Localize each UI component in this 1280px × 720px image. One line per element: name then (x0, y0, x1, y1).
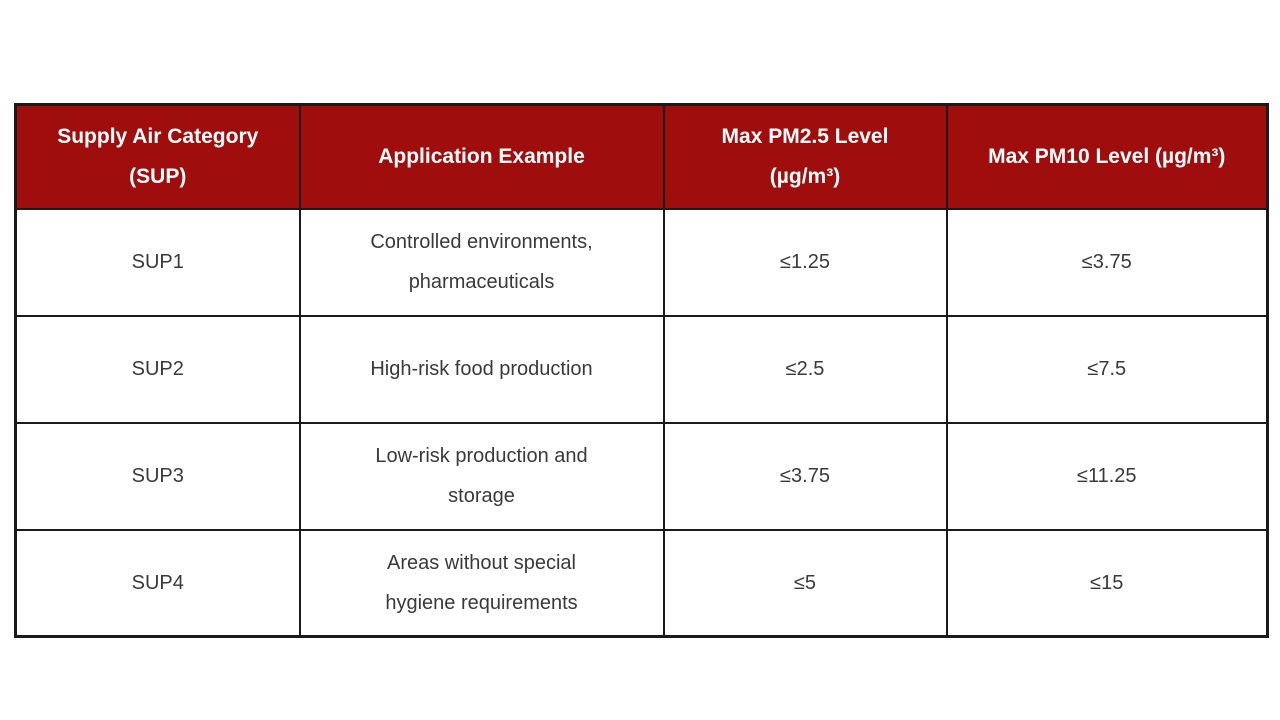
category-cell: SUP1 (14, 207, 301, 317)
pm10-cell: ≤11.25 (945, 421, 1269, 531)
pm25-cell: ≤3.75 (662, 421, 948, 531)
pm10-cell: ≤7.5 (945, 314, 1269, 424)
application-cell: Low-risk production and storage (298, 421, 665, 531)
pm10-cell: ≤15 (945, 528, 1269, 638)
pm10-cell: ≤3.75 (945, 207, 1269, 317)
header-application-example: Application Example (298, 103, 665, 210)
application-cell: Areas without special hygiene requiremen… (298, 528, 665, 638)
table-row-sup2: SUP2 High-risk food production ≤2.5 ≤7.5 (14, 314, 1269, 424)
application-cell: Controlled environments, pharmaceuticals (298, 207, 665, 317)
table-row-sup4: SUP4 Areas without special hygiene requi… (14, 528, 1269, 638)
table-row-sup3: SUP3 Low-risk production and storage ≤3.… (14, 421, 1269, 531)
application-cell: High-risk food production (298, 314, 665, 424)
supply-air-category-table: Supply Air Category (SUP) Application Ex… (14, 103, 1269, 638)
category-cell: SUP3 (14, 421, 301, 531)
pm25-cell: ≤1.25 (662, 207, 948, 317)
pm25-cell: ≤2.5 (662, 314, 948, 424)
category-cell: SUP2 (14, 314, 301, 424)
header-max-pm25-level: Max PM2.5 Level (µg/m³) (662, 103, 948, 210)
category-cell: SUP4 (14, 528, 301, 638)
header-supply-air-category: Supply Air Category (SUP) (14, 103, 301, 210)
pm25-cell: ≤5 (662, 528, 948, 638)
header-row: Supply Air Category (SUP) Application Ex… (14, 103, 1269, 210)
header-max-pm10-level: Max PM10 Level (µg/m³) (945, 103, 1269, 210)
table-row-sup1: SUP1 Controlled environments, pharmaceut… (14, 207, 1269, 317)
